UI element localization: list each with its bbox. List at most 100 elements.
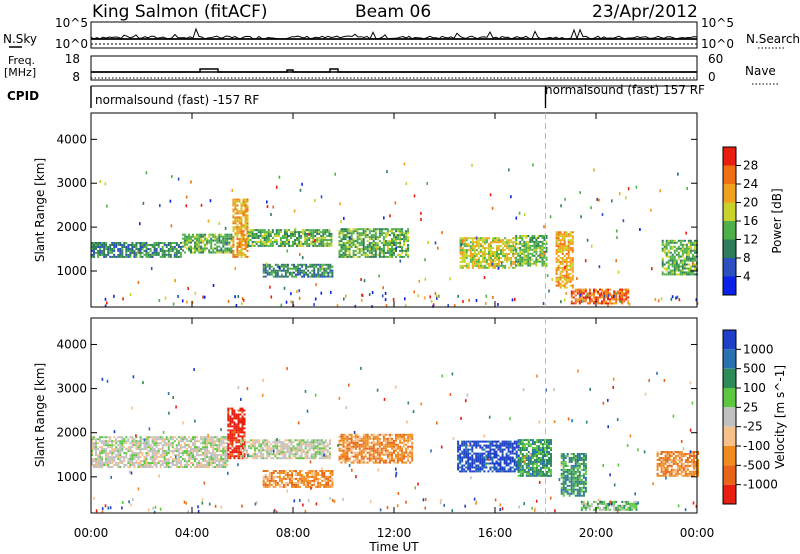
heatmap-cell: [117, 253, 120, 256]
heatmap-cell: [617, 290, 620, 293]
heatmap-cell: [249, 235, 252, 237]
heatmap-cell: [95, 466, 97, 468]
scatter-cell: [139, 222, 141, 226]
heatmap-cell: [397, 451, 399, 454]
heatmap-cell: [238, 249, 241, 252]
heatmap-cell: [663, 245, 666, 248]
heatmap-cell: [378, 449, 381, 452]
heatmap-cell: [316, 441, 319, 444]
heatmap-cell: [175, 466, 178, 468]
heatmap-cell: [267, 244, 270, 247]
heatmap-cell: [320, 441, 323, 444]
heatmap-cell: [115, 438, 118, 441]
heatmap-cell: [567, 268, 570, 271]
scatter-cell: [435, 295, 438, 299]
heatmap-cell: [679, 271, 682, 274]
heatmap-cell: [340, 439, 343, 442]
heatmap-cell: [344, 255, 347, 258]
heatmap-cell: [395, 236, 397, 239]
scatter-cell: [158, 299, 161, 302]
heatmap-cell: [459, 239, 462, 242]
heatmap-cell: [141, 454, 144, 457]
heatmap-cell: [123, 456, 126, 459]
heatmap-cell: [149, 244, 152, 246]
heatmap-cell: [280, 263, 283, 266]
scatter-cell: [294, 227, 297, 231]
scatter-cell: [403, 162, 406, 166]
heatmap-cell: [235, 455, 238, 458]
heatmap-cell: [537, 254, 540, 257]
heatmap-cell: [399, 249, 402, 252]
heatmap-cell: [289, 474, 291, 476]
heatmap-cell: [290, 233, 292, 235]
heatmap-cell: [167, 251, 170, 254]
heatmap-cell: [344, 230, 347, 233]
heatmap-cell: [190, 239, 192, 242]
heatmap-cell: [317, 275, 320, 278]
heatmap-cell: [691, 271, 694, 274]
heatmap-cell: [147, 438, 150, 441]
heatmap-cell: [376, 236, 379, 239]
heatmap-cell: [525, 235, 528, 237]
heatmap-cell: [302, 449, 305, 452]
heatmap-cell: [236, 208, 239, 211]
heatmap-cell: [218, 440, 221, 443]
heatmap-cell: [161, 249, 164, 252]
heatmap-cell: [275, 235, 278, 237]
heatmap-cell: [342, 453, 345, 456]
heatmap-cell: [461, 258, 464, 261]
heatmap-cell: [196, 233, 198, 236]
heatmap-cell: [266, 483, 269, 486]
heatmap-cell: [310, 443, 313, 446]
heatmap-cell: [401, 437, 404, 440]
heatmap-cell: [393, 251, 395, 254]
heatmap-cell: [163, 255, 166, 258]
heatmap-cell: [327, 475, 330, 478]
heatmap-cell: [487, 258, 490, 261]
heatmap-cell: [127, 462, 130, 464]
heatmap-cell: [145, 244, 148, 246]
scatter-cell: [515, 216, 518, 220]
heatmap-cell: [382, 232, 385, 235]
heatmap-cell: [527, 235, 530, 237]
heatmap-cell: [661, 271, 664, 274]
heatmap-cell: [260, 451, 263, 454]
heatmap-cell: [278, 449, 281, 452]
heatmap-cell: [348, 433, 351, 436]
heatmap-cell: [264, 275, 267, 278]
heatmap-cell: [229, 435, 232, 438]
heatmap-cell: [313, 470, 316, 472]
heatmap-cell: [260, 455, 263, 458]
heatmap-cell: [675, 259, 678, 262]
heatmap-cell: [232, 220, 235, 223]
heatmap-cell: [167, 464, 170, 466]
heatmap-cell: [565, 231, 568, 234]
heatmap-cell: [206, 436, 209, 439]
heatmap-cell: [224, 247, 227, 250]
heatmap-cell: [266, 449, 269, 452]
heatmap-cell: [312, 244, 315, 247]
heatmap-cell: [459, 264, 462, 267]
heatmap-cell: [196, 446, 198, 449]
heatmap-cell: [329, 472, 332, 474]
heatmap-cell: [242, 198, 245, 201]
heatmap-cell: [469, 237, 472, 240]
heatmap-cell: [531, 237, 534, 239]
heatmap-cell: [687, 241, 690, 244]
heatmap-cell: [378, 433, 381, 436]
heatmap-cell: [286, 439, 289, 442]
heatmap-cell: [117, 464, 120, 466]
heatmap-cell: [133, 249, 136, 252]
heatmap-cell: [163, 450, 166, 453]
heatmap-cell: [278, 275, 281, 278]
heatmap-cell: [677, 253, 680, 256]
heatmap-cell: [689, 247, 692, 250]
heatmap-cell: [183, 446, 186, 449]
heatmap-cell: [196, 436, 198, 439]
heatmap-cell: [531, 235, 534, 237]
heatmap-cell: [254, 441, 257, 444]
heatmap-cell: [391, 447, 393, 450]
heatmap-cell: [569, 231, 572, 234]
heatmap-cell: [226, 233, 229, 236]
heatmap-cell: [683, 257, 686, 260]
